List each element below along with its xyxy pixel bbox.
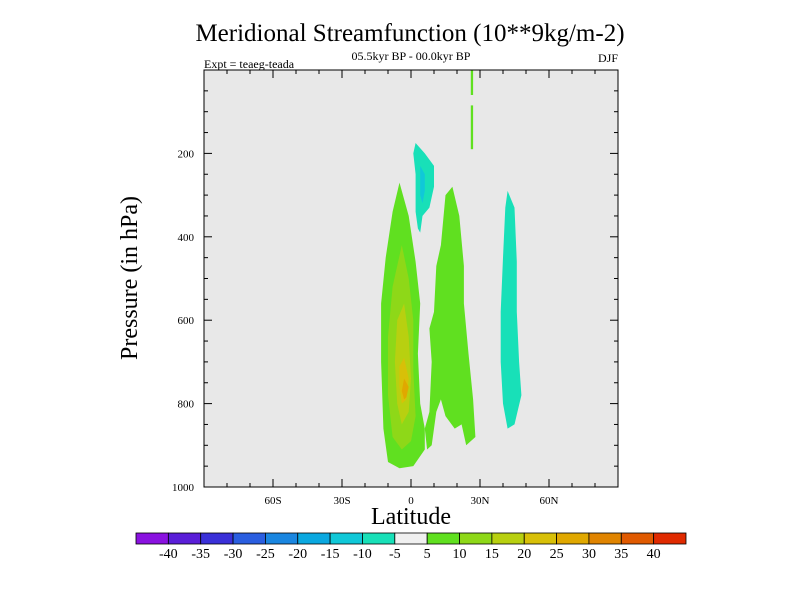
contour-region-positive-5-10-top2: [470, 105, 474, 150]
contour-region-positive-5-10-top: [470, 70, 474, 95]
contour-region-negative-5-10-north: [500, 190, 522, 429]
colorbar-swatch: [588, 532, 622, 545]
colorbar-swatch: [167, 532, 202, 545]
colorbar-swatch: [459, 532, 493, 545]
y-tick-label: 200: [178, 148, 195, 160]
axis-ticks: 60S 30S 0 30N 60N 200 400 600 800 1000: [172, 69, 619, 507]
colorbar-label: 5: [424, 547, 431, 562]
colorbar-label: -15: [321, 547, 340, 562]
contour-region-positive-25-30-spot: [401, 378, 409, 400]
colorbar-label: 25: [550, 547, 564, 562]
colorbar-swatch: [426, 532, 460, 545]
y-tick-label: 400: [178, 232, 195, 244]
colorbar-label: -5: [389, 547, 401, 562]
colorbar-swatch: [620, 532, 655, 545]
colorbar-label: -35: [191, 547, 210, 562]
colorbar-label: 10: [453, 547, 467, 562]
colorbar-label: 30: [582, 547, 596, 562]
colorbar-swatch: [556, 532, 590, 545]
colorbar-label: 15: [485, 547, 499, 562]
colorbar-swatch: [394, 532, 428, 545]
x-tick-label: 60N: [540, 495, 559, 507]
colorbar-label: 40: [647, 547, 661, 562]
colorbar-label: -30: [224, 547, 243, 562]
x-tick-label: 60S: [264, 495, 281, 507]
colorbar-swatch: [523, 532, 557, 545]
x-tick-label: 30S: [333, 495, 350, 507]
colorbar-swatch: [135, 532, 169, 545]
colorbar-label: 35: [614, 547, 628, 562]
colorbar-swatch: [200, 532, 234, 545]
x-tick-label: 30N: [471, 495, 490, 507]
colorbar-swatch: [297, 532, 331, 545]
contour-regions: [381, 70, 522, 469]
colorbar-label: 20: [517, 547, 531, 562]
colorbar-swatch: [362, 532, 396, 545]
y-tick-label: 600: [178, 315, 195, 327]
x-axis-label: Latitude: [371, 504, 451, 530]
y-axis-label: Pressure (in hPa): [117, 196, 143, 360]
contour-region-positive-5-10-east: [424, 186, 476, 450]
colorbar-swatch: [329, 532, 363, 545]
chart-title: Meridional Streamfunction (10**9kg/m-2): [195, 20, 624, 47]
x-tick-label: 0: [408, 495, 414, 507]
colorbar-label: -40: [159, 547, 178, 562]
colorbar-swatch: [491, 532, 525, 545]
colorbar-label: -10: [353, 547, 372, 562]
y-tick-label: 1000: [172, 482, 195, 494]
colorbar-label: -20: [288, 547, 307, 562]
colorbar-swatch: [265, 532, 299, 545]
experiment-note: Expt = teaeg-teada: [204, 57, 295, 71]
y-tick-label: 800: [178, 399, 195, 411]
colorbar: -40 -35 -30 -25 -20 -15 -10 -5 5 10 15 20 25 30 35 40: [135, 532, 687, 562]
season-note: DJF: [598, 51, 618, 65]
contour-region-negative-10-15-upper: [420, 165, 425, 204]
colorbar-swatch: [653, 532, 687, 545]
colorbar-label: -25: [256, 547, 275, 562]
colorbar-swatch: [232, 532, 266, 545]
chart-subtitle: 05.5kyr BP - 00.0kyr BP: [352, 49, 471, 63]
